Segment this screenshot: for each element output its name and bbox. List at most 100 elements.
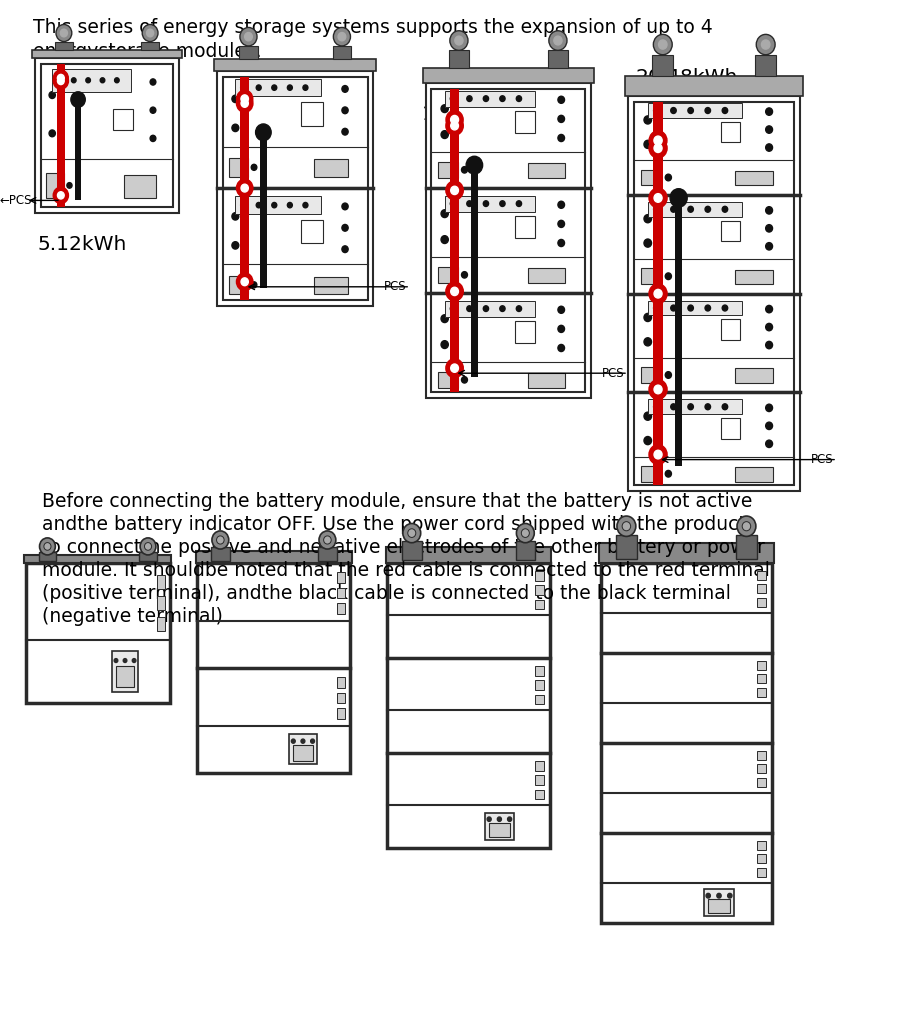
Circle shape [342,107,348,113]
Circle shape [251,164,256,170]
Circle shape [60,29,68,36]
Circle shape [766,422,772,430]
Bar [223,77,367,300]
Circle shape [727,893,732,899]
Circle shape [342,246,348,252]
Circle shape [737,516,756,537]
Bar [289,733,317,765]
Circle shape [467,306,472,311]
Bar [116,667,134,687]
Bar [337,678,345,688]
Bar [52,69,131,92]
Circle shape [742,522,751,531]
Circle shape [446,283,464,301]
Circle shape [451,122,458,130]
Bar [616,535,636,559]
Circle shape [670,404,676,409]
Circle shape [454,36,463,45]
Circle shape [766,341,772,348]
Circle shape [644,115,652,124]
Bar [536,762,544,771]
Circle shape [212,531,229,549]
Bar [212,547,230,560]
Circle shape [500,306,505,311]
Circle shape [71,92,86,107]
Bar [600,563,772,923]
Circle shape [688,305,693,311]
Bar [24,555,171,563]
Circle shape [324,536,331,544]
Circle shape [766,404,772,411]
Bar [337,693,345,703]
Bar [140,552,157,561]
Bar [438,161,458,178]
Circle shape [705,404,710,409]
Circle shape [670,107,676,113]
Circle shape [654,450,662,459]
Circle shape [237,274,253,291]
Circle shape [441,340,448,348]
Circle shape [240,203,246,208]
Text: ←PCS: ←PCS [0,193,32,207]
Circle shape [644,437,652,445]
Circle shape [467,96,472,101]
Bar [757,585,766,594]
Bar [625,76,804,96]
Circle shape [558,135,564,142]
Circle shape [40,538,55,555]
Bar [75,99,81,200]
Text: PCS: PCS [811,453,833,466]
Circle shape [319,531,336,549]
Circle shape [558,202,564,209]
Bar [652,55,673,76]
Circle shape [688,107,693,113]
Circle shape [451,288,458,296]
Circle shape [706,893,710,899]
Circle shape [451,115,458,124]
Circle shape [483,201,489,207]
Bar [445,91,536,106]
Bar [757,764,766,773]
Bar [653,102,662,485]
Bar [757,688,766,697]
Circle shape [446,110,464,129]
Circle shape [342,129,348,135]
Bar [489,824,510,837]
Circle shape [58,191,64,199]
Circle shape [498,816,501,822]
Circle shape [665,272,671,280]
Bar [302,220,323,243]
Bar [235,79,321,96]
Circle shape [716,893,721,899]
Bar [536,681,544,690]
Text: andthe battery indicator OFF. Use the power cord shipped with the product: andthe battery indicator OFF. Use the po… [42,515,746,534]
Bar [39,552,56,561]
Circle shape [554,36,562,45]
Circle shape [617,516,635,537]
Circle shape [403,524,420,543]
Text: 15.36kWh: 15.36kWh [422,105,524,124]
Circle shape [114,658,118,663]
Circle shape [441,315,448,322]
Circle shape [241,99,248,107]
Bar [641,268,662,284]
Bar [536,776,544,785]
Bar [536,571,544,580]
Bar [757,675,766,683]
Bar [386,547,552,563]
Circle shape [659,40,667,49]
Circle shape [114,78,119,83]
Bar [755,55,776,76]
Circle shape [237,90,253,107]
Bar [57,64,65,207]
Circle shape [766,242,772,250]
Circle shape [483,306,489,311]
Circle shape [241,95,248,103]
Circle shape [49,130,56,137]
Circle shape [245,32,252,41]
Circle shape [241,184,248,192]
Bar [628,96,800,491]
Circle shape [644,412,652,420]
Bar [536,667,544,676]
Circle shape [722,305,728,311]
